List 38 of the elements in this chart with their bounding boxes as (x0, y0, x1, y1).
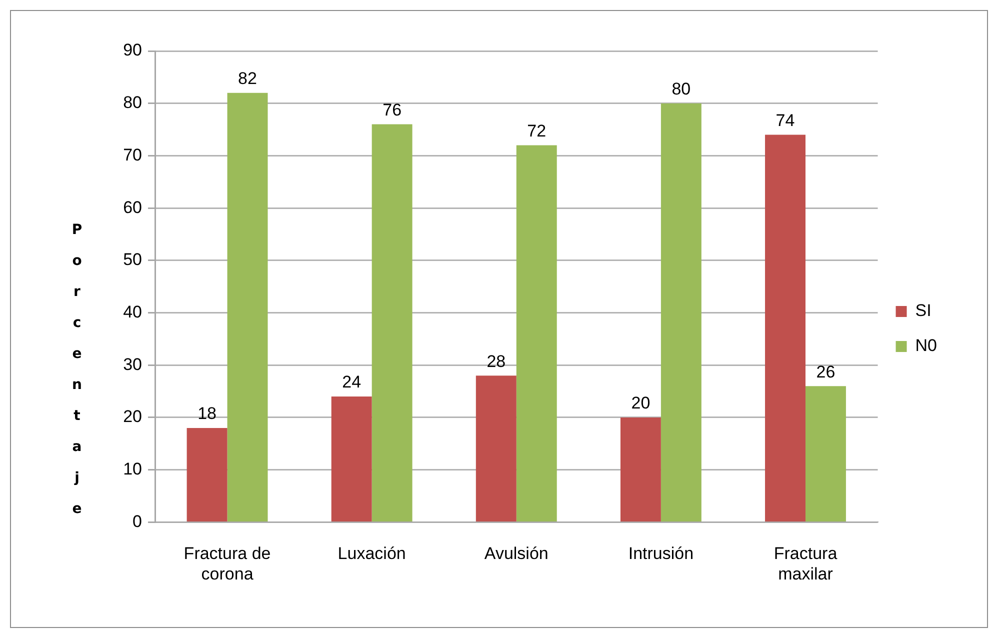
y-tick-label: 20 (123, 407, 142, 426)
data-label: 18 (198, 404, 216, 424)
legend-label: N0 (915, 336, 938, 356)
data-label: 82 (238, 69, 257, 88)
bar (186, 428, 228, 522)
x-tick-label: Fractura maxilar (774, 544, 838, 584)
bar (476, 376, 516, 522)
y-axis-title: Porcentaje (69, 222, 85, 532)
bar (516, 145, 557, 522)
y-tick-label: 50 (123, 250, 142, 270)
x-tick-label: Fractura de corona (184, 544, 271, 584)
bar (805, 386, 846, 522)
y-tick-label: 30 (123, 354, 142, 374)
y-tick-label: 40 (123, 302, 142, 322)
data-label: 80 (672, 80, 691, 99)
data-label: 76 (382, 100, 402, 120)
legend-label: SI (915, 301, 932, 320)
data-label: 24 (342, 372, 362, 392)
y-tick-label: 60 (123, 198, 142, 217)
data-label: 74 (776, 110, 795, 130)
data-label: 72 (527, 121, 546, 140)
data-label: 26 (816, 362, 836, 382)
y-tick-label: 80 (123, 93, 142, 112)
bar (620, 417, 661, 522)
bar (372, 124, 412, 522)
y-tick-label: 90 (123, 40, 142, 60)
x-tick-label: Luxación (338, 544, 406, 564)
bar (331, 396, 372, 522)
y-tick-label: 10 (123, 460, 142, 479)
y-tick-label: 70 (123, 145, 142, 164)
bar (660, 103, 702, 522)
x-tick-label: Intrusión (628, 544, 694, 564)
bar (765, 134, 806, 522)
data-label: 28 (486, 352, 506, 371)
data-label: 20 (631, 394, 650, 413)
bar (227, 92, 268, 522)
x-tick-label: Avulsión (484, 544, 548, 564)
y-tick-label: 0 (132, 512, 142, 531)
